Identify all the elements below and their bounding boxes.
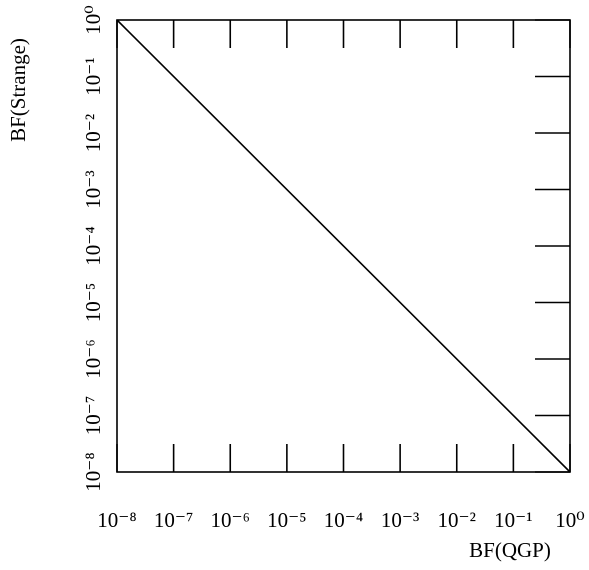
y-tick-label: 10⁻⁶ <box>81 339 105 378</box>
y-tick-label: 10⁻⁵ <box>81 283 105 322</box>
y-tick-label: 10⁻² <box>81 114 105 152</box>
x-tick-label: 10⁻² <box>438 508 476 532</box>
y-tick-label: 10⁰ <box>81 5 105 34</box>
y-axis-title: BF(Strange) <box>6 38 30 142</box>
x-axis-title: BF(QGP) <box>469 538 551 562</box>
y-tick-label: 10⁻¹ <box>81 57 105 95</box>
y-tick-label: 10⁻⁷ <box>81 396 105 435</box>
x-tick-label: 10⁻⁶ <box>211 508 250 532</box>
y-tick-label: 10⁻³ <box>81 170 105 208</box>
y-tick-label: 10⁻⁴ <box>81 226 105 265</box>
x-tick-label: 10⁻⁵ <box>267 508 306 532</box>
x-tick-label: 10⁻⁷ <box>154 508 193 532</box>
y-tick-label: 10⁻⁸ <box>81 452 105 491</box>
x-tick-label: 10⁰ <box>555 508 584 532</box>
x-tick-label: 10⁻⁴ <box>324 508 363 532</box>
x-tick-label: 10⁻¹ <box>494 508 532 532</box>
data-line <box>116 19 571 473</box>
x-tick-label: 10⁻³ <box>381 508 419 532</box>
x-tick-label: 10⁻⁸ <box>97 508 136 532</box>
